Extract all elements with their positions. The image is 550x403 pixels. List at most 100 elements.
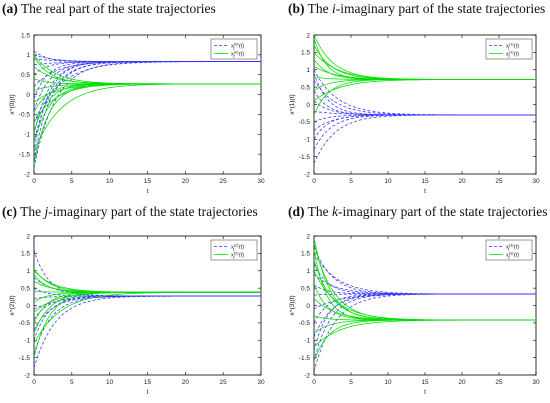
curves bbox=[34, 50, 261, 169]
y-tick-label: -1 bbox=[24, 338, 30, 345]
caption-a: (a) The real part of the state trajector… bbox=[2, 1, 216, 17]
legend-box bbox=[485, 239, 533, 261]
curves bbox=[34, 249, 261, 369]
caption-a-text: The real part of the state trajectories bbox=[20, 1, 216, 16]
trajectory-x1 bbox=[314, 90, 536, 116]
trajectory-x2 bbox=[314, 237, 536, 321]
legend-label-x2: x(1) 2 (t) bbox=[506, 50, 519, 59]
x-tick-label: 10 bbox=[106, 178, 114, 185]
x-tick-label: 25 bbox=[495, 178, 503, 185]
legend-label-x2: x(0) 2 (t) bbox=[231, 50, 244, 59]
caption-d-post: -imaginary part of the state trajectorie… bbox=[338, 204, 548, 219]
trajectory-x1 bbox=[314, 69, 536, 116]
legend-label-x2: x(2) 2 (t) bbox=[231, 251, 244, 260]
x-axis-label: t bbox=[424, 389, 426, 396]
caption-b-post: -imaginary part of the state trajectorie… bbox=[335, 1, 546, 16]
chart-panel-a: 0 5 10 15 20 25 30 -2 -1.5 -1 -0.5 0 0.5 1 1.5 t x^(0)(t… bbox=[0, 22, 275, 202]
y-tick-label: -2 bbox=[24, 372, 30, 379]
chart-panel-c: 0 5 10 15 20 25 30 -2 -1.5 -1 -0.5 0 0.5 1 1.5 2 t x^(2)(… bbox=[0, 223, 275, 403]
y-tick-label: 1 bbox=[26, 52, 30, 59]
caption-c: (c) The j-imaginary part of the state tr… bbox=[2, 204, 258, 220]
legend-label-x1: x(3) 1 (t) bbox=[506, 243, 519, 252]
y-tick-label: 2 bbox=[306, 32, 310, 39]
x-tick-label: 5 bbox=[349, 379, 353, 386]
legend-label-x2: x(3) 2 (t) bbox=[506, 251, 519, 260]
x-tick-label: 5 bbox=[70, 379, 74, 386]
legend: x(3) 1 (t)x(3) 2 (t) bbox=[485, 239, 533, 261]
legend-label-x1: x(1) 1 (t) bbox=[506, 42, 519, 51]
y-tick-label: 1 bbox=[306, 268, 310, 275]
y-tick-label: -1 bbox=[304, 137, 310, 144]
y-tick-label: -1 bbox=[304, 338, 310, 345]
y-tick-label: 1 bbox=[26, 268, 30, 275]
y-tick-label: -1.5 bbox=[299, 355, 311, 362]
chart-panel-d: 0 5 10 15 20 25 30 -2 -1.5 -1 -0.5 0 0.5 1 1.5 2 t x^(3)(… bbox=[280, 223, 550, 403]
y-tick-label: 1.5 bbox=[21, 32, 30, 39]
y-tick-label: -1.5 bbox=[299, 154, 311, 161]
x-tick-label: 15 bbox=[144, 379, 152, 386]
caption-d-pre: The bbox=[307, 204, 333, 219]
y-tick-label: -2 bbox=[304, 171, 310, 178]
trajectory-x2 bbox=[34, 268, 261, 293]
y-tick-label: 0 bbox=[306, 303, 310, 310]
x-tick-label: 30 bbox=[532, 379, 540, 386]
chart-a-svg: 0 5 10 15 20 25 30 -2 -1.5 -1 -0.5 0 0.5 1 1.5 t x^(0)(t… bbox=[9, 32, 265, 195]
y-tick-label: -2 bbox=[24, 171, 30, 178]
x-tick-label: 10 bbox=[384, 379, 392, 386]
y-tick-label: -0.5 bbox=[19, 112, 31, 119]
y-tick-label: 0.5 bbox=[301, 285, 310, 292]
legend: x(1) 1 (t)x(1) 2 (t) bbox=[485, 38, 533, 60]
x-axis-label: t bbox=[147, 188, 149, 195]
y-axis-label: x^(1)(t) bbox=[289, 94, 296, 114]
x-axis-label: t bbox=[147, 389, 149, 396]
chart-panel-b: 0 5 10 15 20 25 30 -2 -1.5 -1 -0.5 0 0.5 1 1.5 2 t x^(1)(… bbox=[280, 22, 550, 202]
y-tick-label: 2 bbox=[306, 233, 310, 240]
caption-d-tag: (d) bbox=[288, 204, 305, 219]
x-tick-label: 15 bbox=[421, 379, 429, 386]
x-tick-label: 30 bbox=[532, 178, 540, 185]
y-tick-label: 0 bbox=[26, 92, 30, 99]
legend-box bbox=[210, 38, 258, 60]
caption-c-tag: (c) bbox=[2, 204, 17, 219]
y-axis-label: x^(2)(t) bbox=[9, 295, 16, 315]
y-tick-label: -0.5 bbox=[299, 320, 311, 327]
x-tick-label: 20 bbox=[182, 178, 190, 185]
x-tick-label: 0 bbox=[32, 178, 36, 185]
legend: x(0) 1 (t)x(0) 2 (t) bbox=[210, 38, 258, 60]
y-tick-label: 2 bbox=[26, 233, 30, 240]
x-tick-label: 25 bbox=[495, 379, 503, 386]
x-tick-label: 10 bbox=[106, 379, 114, 386]
trajectory-x1 bbox=[314, 246, 536, 295]
x-tick-label: 25 bbox=[220, 379, 228, 386]
x-tick-label: 30 bbox=[257, 379, 265, 386]
x-tick-label: 5 bbox=[70, 178, 74, 185]
trajectory-x2 bbox=[314, 35, 536, 80]
y-tick-label: 1.5 bbox=[21, 251, 30, 258]
x-tick-label: 0 bbox=[312, 178, 316, 185]
trajectory-x1 bbox=[34, 61, 261, 123]
trajectory-x2 bbox=[34, 54, 261, 85]
y-tick-label: 1.5 bbox=[301, 50, 310, 57]
trajectory-x1 bbox=[34, 61, 261, 66]
caption-c-post: -imaginary part of the state trajectorie… bbox=[48, 204, 258, 219]
y-tick-label: -1.5 bbox=[19, 355, 31, 362]
caption-c-pre: The bbox=[20, 204, 45, 219]
legend-box bbox=[210, 239, 258, 261]
curves bbox=[314, 35, 536, 164]
caption-d: (d) The k-imaginary part of the state tr… bbox=[288, 204, 548, 220]
y-tick-label: 0 bbox=[306, 102, 310, 109]
x-tick-label: 0 bbox=[312, 379, 316, 386]
y-tick-label: -1.5 bbox=[19, 151, 31, 158]
legend-box bbox=[485, 38, 533, 60]
trajectory-x1 bbox=[314, 114, 536, 131]
x-tick-label: 20 bbox=[458, 178, 466, 185]
x-tick-label: 15 bbox=[144, 178, 152, 185]
x-axis-label: t bbox=[424, 188, 426, 195]
y-tick-label: 0.5 bbox=[21, 72, 30, 79]
x-tick-label: 15 bbox=[421, 178, 429, 185]
caption-b-pre: The bbox=[307, 1, 333, 16]
chart-b-svg: 0 5 10 15 20 25 30 -2 -1.5 -1 -0.5 0 0.5 1 1.5 2 t x^(1)(… bbox=[289, 32, 540, 195]
x-tick-label: 25 bbox=[220, 178, 228, 185]
trajectory-x1 bbox=[34, 50, 261, 62]
trajectory-x1 bbox=[34, 58, 261, 62]
